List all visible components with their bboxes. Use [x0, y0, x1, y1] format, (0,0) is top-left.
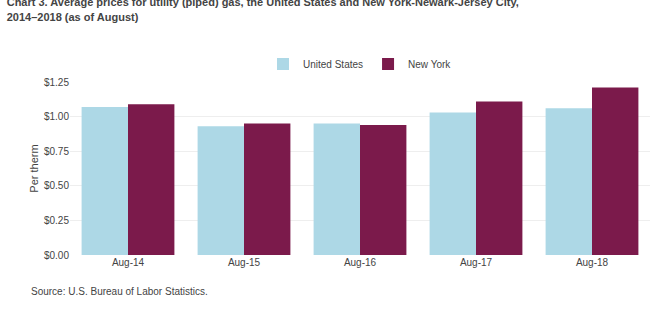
svg-text:$0.75: $0.75 [44, 146, 69, 157]
svg-text:$0.50: $0.50 [44, 180, 69, 191]
svg-text:Source: U.S. Bureau of Labor S: Source: U.S. Bureau of Labor Statistics. [31, 286, 208, 297]
svg-text:$1.00: $1.00 [44, 111, 69, 122]
svg-text:Aug-14: Aug-14 [112, 257, 145, 268]
svg-text:$0.00: $0.00 [44, 250, 69, 261]
svg-text:Aug-17: Aug-17 [460, 257, 493, 268]
svg-text:Aug-15: Aug-15 [228, 257, 261, 268]
svg-text:New York: New York [408, 59, 451, 70]
svg-text:Per therm: Per therm [28, 144, 40, 192]
svg-text:Aug-18: Aug-18 [576, 257, 609, 268]
svg-text:$0.25: $0.25 [44, 215, 69, 226]
svg-text:Chart 3. Average prices for ut: Chart 3. Average prices for utility (pip… [7, 0, 519, 23]
svg-text:United States: United States [303, 59, 363, 70]
svg-text:Aug-16: Aug-16 [344, 257, 377, 268]
svg-text:$1.25: $1.25 [44, 77, 69, 88]
